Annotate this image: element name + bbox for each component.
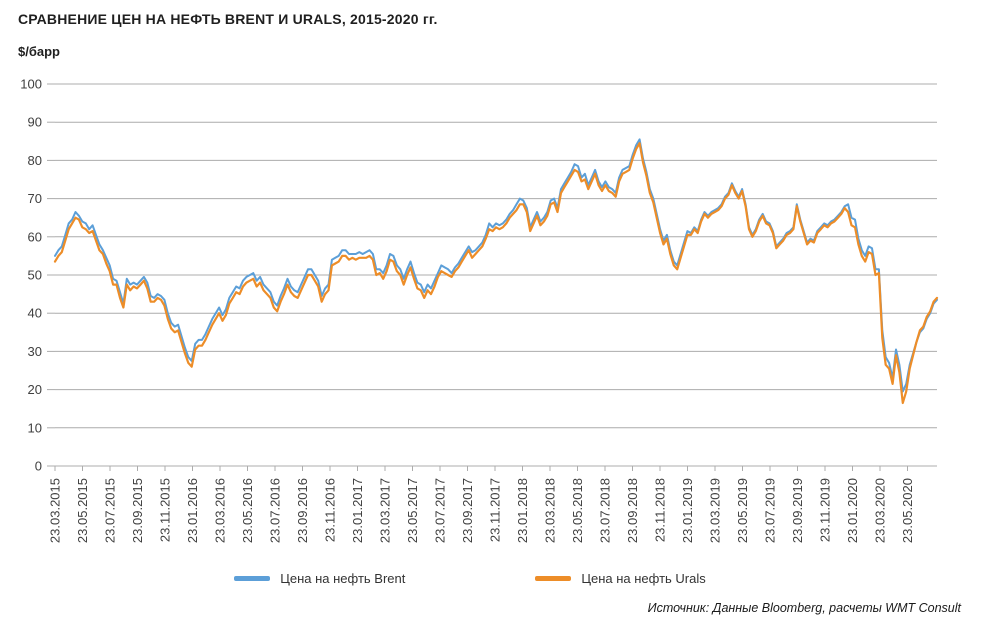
x-tick-label: 23.09.2016 xyxy=(295,478,310,543)
urals-line xyxy=(53,142,939,405)
x-tick-label: 23.01.2016 xyxy=(185,478,200,543)
y-axis-unit-label: $/барр xyxy=(18,44,60,59)
x-tick-label: 23.09.2019 xyxy=(790,478,805,543)
x-tick-label: 23.03.2015 xyxy=(48,478,63,543)
y-tick-label: 50 xyxy=(28,268,42,283)
x-tick-label: 23.09.2015 xyxy=(130,478,145,543)
x-tick-label: 23.07.2018 xyxy=(598,478,613,543)
x-tick-label: 23.01.2017 xyxy=(350,478,365,543)
legend-item-brent: Цена на нефть Brent xyxy=(234,571,405,586)
x-tick-label: 23.11.2016 xyxy=(323,478,338,542)
y-tick-label: 0 xyxy=(35,459,42,474)
brent-line xyxy=(54,138,938,393)
y-tick-label: 70 xyxy=(28,191,42,206)
oil-price-line-chart: 0 10 20 30 40 50 60 70 80 90 100 23.03.2015 23.05.20… xyxy=(20,77,939,543)
legend-label-brent: Цена на нефть Brent xyxy=(280,571,406,586)
x-tick-label: 23.01.2018 xyxy=(515,478,530,543)
x-tick-label: 23.05.2015 xyxy=(75,478,90,543)
legend: Цена на нефть Brent Цена на нефть Urals xyxy=(0,571,940,586)
y-tick-label: 100 xyxy=(20,77,42,92)
x-tick-label: 23.11.2017 xyxy=(488,478,503,542)
source-note: Источник: Данные Bloomberg, расчеты WMT … xyxy=(647,601,961,615)
x-tick-label: 23.11.2019 xyxy=(818,478,833,542)
x-tick-label: 23.03.2019 xyxy=(708,478,723,543)
legend-label-urals: Цена на нефть Urals xyxy=(581,571,706,586)
brent-line-swatch xyxy=(234,576,271,581)
y-tick-label: 10 xyxy=(28,420,42,435)
x-tick-label: 23.05.2018 xyxy=(570,478,585,543)
y-tick-label: 30 xyxy=(28,344,42,359)
x-tick-label: 23.03.2018 xyxy=(543,478,558,543)
legend-item-urals: Цена на нефть Urals xyxy=(535,571,706,586)
x-tick-label: 23.03.2016 xyxy=(213,478,228,543)
x-tick-label: 23.07.2016 xyxy=(268,478,283,543)
y-tick-label: 90 xyxy=(28,115,42,130)
urals-line-swatch xyxy=(535,576,572,581)
chart-title: СРАВНЕНИЕ ЦЕН НА НЕФТЬ BRENT И URALS, 20… xyxy=(18,11,438,27)
y-tick-label: 20 xyxy=(28,382,42,397)
x-tick-label: 23.05.2019 xyxy=(735,478,750,543)
x-tick-label: 23.03.2020 xyxy=(873,478,888,543)
y-tick-label: 60 xyxy=(28,229,42,244)
x-tick-label: 23.05.2017 xyxy=(405,478,420,543)
x-tick-label: 23.09.2018 xyxy=(625,478,640,543)
y-tick-label: 80 xyxy=(28,153,42,168)
x-tick-label: 23.05.2016 xyxy=(240,478,255,543)
x-tick-label: 23.07.2015 xyxy=(103,478,118,543)
x-tick-label: 23.09.2017 xyxy=(460,478,475,543)
x-tick-label: 23.07.2019 xyxy=(763,478,778,543)
x-tick-label: 23.07.2017 xyxy=(433,478,448,543)
y-tick-label: 40 xyxy=(28,306,42,321)
x-tick-label: 23.05.2020 xyxy=(900,478,915,543)
x-tick-label: 23.11.2015 xyxy=(158,478,173,542)
x-tick-label: 23.01.2020 xyxy=(845,478,860,543)
x-tick-label: 23.01.2019 xyxy=(680,478,695,543)
x-tick-label: 23.11.2018 xyxy=(653,478,668,542)
x-tick-label: 23.03.2017 xyxy=(378,478,393,543)
